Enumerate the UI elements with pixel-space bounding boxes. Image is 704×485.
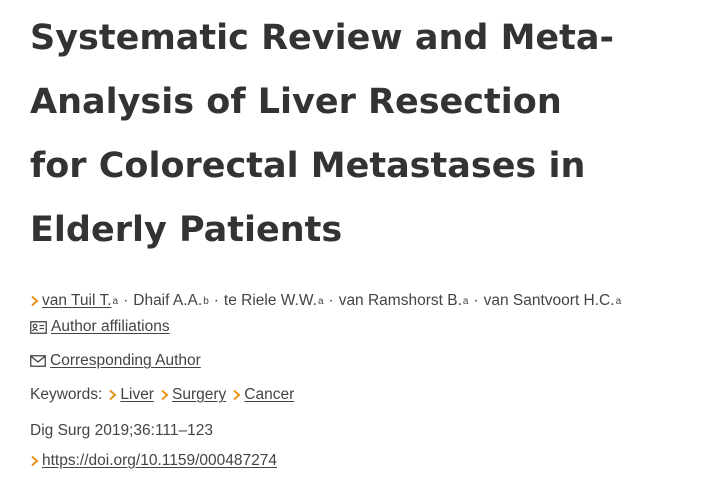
- id-card-icon: [30, 320, 47, 334]
- keyword-link[interactable]: Liver: [120, 386, 154, 403]
- title-line: Analysis of Liver Resection: [30, 82, 562, 122]
- author-separator: ·: [473, 292, 479, 309]
- doi-row: https://doi.org/10.1159/000487274: [30, 452, 277, 470]
- title-line: Elderly Patients: [30, 210, 343, 250]
- citation: Dig Surg 2019;36:111–123: [30, 422, 213, 440]
- chevron-icon: [31, 455, 39, 467]
- author-affiliation: a: [317, 295, 324, 307]
- envelope-icon: [30, 355, 46, 367]
- keywords-label: Keywords:: [30, 386, 103, 403]
- author-affiliation: a: [615, 295, 622, 307]
- keyword-link[interactable]: Surgery: [171, 386, 227, 403]
- author-name[interactable]: van Tuil T.: [42, 292, 112, 309]
- affiliations-row: Author affiliations: [30, 318, 170, 336]
- author-list: van Tuil T. a · Dhaif A.A. b · te Riele W.W. a ·…: [30, 292, 621, 310]
- author-separator: ·: [123, 292, 129, 309]
- title-line: for Colorectal Metastases in: [30, 146, 586, 186]
- author-affiliation: b: [203, 295, 209, 307]
- chevron-icon: [31, 295, 39, 307]
- doi-link[interactable]: https://doi.org/10.1159/000487274: [42, 452, 277, 469]
- keyword-link[interactable]: Cancer: [244, 386, 295, 403]
- author-separator: ·: [213, 292, 219, 309]
- article-title: Systematic Review and Meta- Analysis of L…: [30, 6, 614, 262]
- author-affiliation: a: [462, 295, 469, 307]
- citation-text: Dig Surg 2019;36:111–123: [30, 422, 213, 439]
- title-line: Systematic Review and Meta-: [30, 18, 615, 58]
- author-affiliation: a: [112, 295, 119, 307]
- author-name[interactable]: van Ramshorst B.: [338, 292, 462, 309]
- keywords-row: Keywords: Liver Surgery Cancer: [30, 386, 294, 404]
- corresponding-link[interactable]: Corresponding Author: [50, 352, 201, 369]
- keyword: Surgery: [160, 386, 226, 404]
- chevron-icon: [109, 389, 117, 401]
- author-separator: ·: [328, 292, 334, 309]
- chevron-icon: [233, 389, 241, 401]
- keyword: Liver: [108, 386, 154, 404]
- author-name[interactable]: Dhaif A.A.: [133, 292, 203, 309]
- author-name[interactable]: van Santvoort H.C.: [483, 292, 615, 309]
- corresponding-row: Corresponding Author: [30, 352, 201, 370]
- author-name[interactable]: te Riele W.W.: [223, 292, 317, 309]
- chevron-icon: [161, 389, 169, 401]
- keyword: Cancer: [232, 386, 294, 404]
- affiliations-link[interactable]: Author affiliations: [51, 318, 170, 335]
